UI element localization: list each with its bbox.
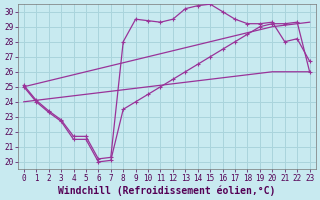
- X-axis label: Windchill (Refroidissement éolien,°C): Windchill (Refroidissement éolien,°C): [58, 185, 276, 196]
